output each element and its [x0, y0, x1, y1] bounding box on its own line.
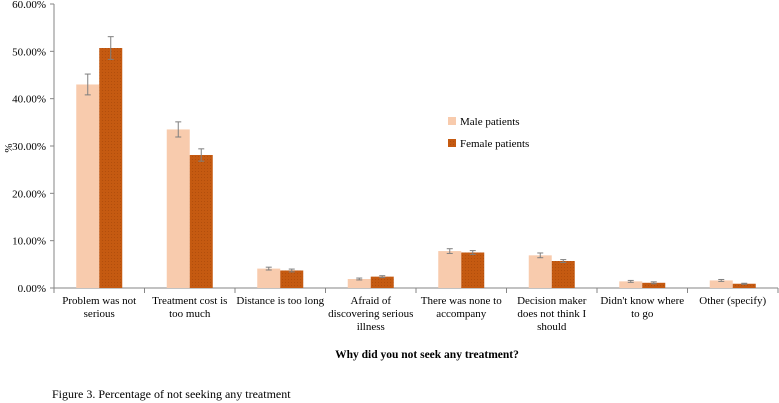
female-bar [732, 283, 756, 288]
male-bar [528, 255, 552, 288]
female-bar [642, 282, 666, 288]
category-label-line: discovering serious [328, 308, 413, 320]
female-bar [280, 270, 304, 288]
y-tick-label: 60.00% [12, 0, 46, 11]
category-label-line: illness [357, 321, 385, 333]
y-tick-label: 20.00% [12, 188, 46, 200]
category-label: Problem was not serious [62, 295, 136, 320]
male-bar [619, 281, 643, 288]
y-tick-label: 40.00% [12, 94, 46, 106]
female-bar [551, 261, 575, 288]
male-bar [709, 280, 733, 288]
category-label-line: should [537, 321, 567, 333]
female-bar [461, 252, 485, 288]
category-label-line: Problem was not [62, 295, 136, 307]
legend-swatch [448, 139, 456, 147]
category-label-line: too much [169, 308, 211, 320]
category-label-line: to go [631, 308, 654, 320]
male-bar [76, 84, 100, 288]
category-label-line: Decision maker [517, 295, 587, 307]
category-label: Other (specify) [699, 295, 766, 307]
y-axis: 0.00% 10.00% 20.00% 30.00% 40.00% 50.00% 60.00… [12, 0, 55, 295]
category-label: There was none to accompany [421, 295, 502, 320]
x-axis [53, 287, 779, 293]
x-axis-title: Why did you not seek any treatment? [335, 349, 519, 361]
y-axis-label: % [3, 143, 15, 152]
category-label-line: serious [84, 308, 115, 320]
category-label-line: There was none to [421, 295, 502, 307]
legend-swatch [448, 117, 456, 125]
male-bar [257, 268, 281, 288]
category-label-line: accompany [436, 308, 487, 320]
category-label-line: does not think I [517, 308, 586, 320]
category-label-line: Didn't know where [600, 295, 684, 307]
legend: Male patients Female patients [448, 116, 529, 150]
category-label: Treatment cost is too much [152, 295, 227, 320]
legend-label: Female patients [460, 138, 529, 150]
category-label-line: Afraid of [350, 295, 391, 307]
category-label-line: Treatment cost is [152, 295, 227, 307]
y-tick-label: 10.00% [12, 236, 46, 248]
category-label: Afraid of discovering serious illness [328, 295, 413, 333]
y-tick-label: 0.00% [18, 283, 46, 295]
female-bar [189, 154, 213, 288]
female-bar [370, 276, 394, 288]
y-tick-label: 30.00% [12, 141, 46, 153]
male-bar [347, 279, 371, 288]
male-bar [438, 251, 462, 288]
figure-caption: Figure 3. Percentage of not seeking any … [52, 387, 291, 401]
bars [76, 48, 756, 288]
category-label-line: Distance is too long [236, 295, 324, 307]
error-bars [84, 36, 748, 285]
category-label: Distance is too long [236, 295, 324, 307]
category-label: Didn't know where to go [600, 295, 684, 320]
y-tick-label: 50.00% [12, 46, 46, 58]
female-bar [99, 48, 123, 288]
male-bar [166, 129, 190, 288]
legend-label: Male patients [460, 116, 520, 128]
category-label-line: Other (specify) [699, 295, 766, 307]
